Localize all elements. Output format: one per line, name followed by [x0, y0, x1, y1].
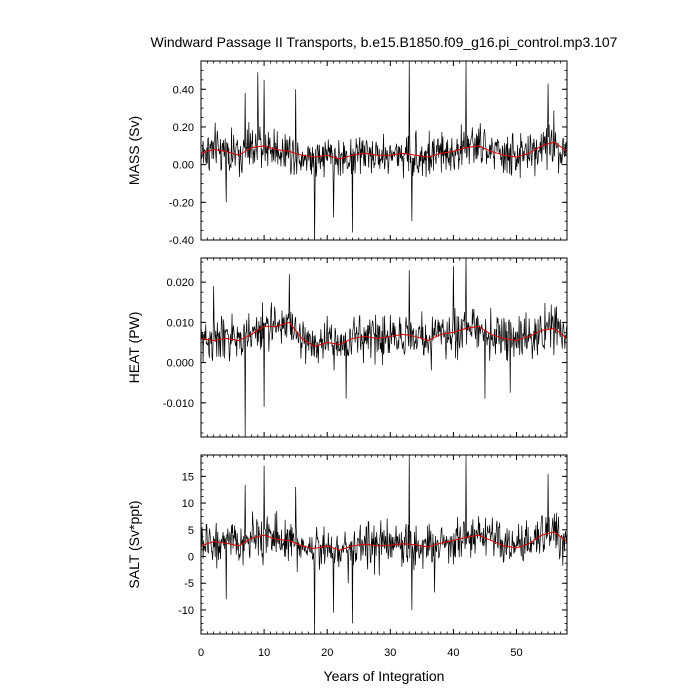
xtick-label: 10: [258, 647, 270, 659]
xtick-label: 0: [198, 647, 204, 659]
y-axis-label-salt: SALT (Sv*ppt): [126, 500, 142, 588]
ytick-label: -5: [184, 578, 194, 590]
ytick-label: 0: [188, 552, 194, 564]
y-axis-label-mass: MASS (Sv): [126, 116, 142, 185]
panels: -0.40 -0.20 0.00 0.20 0.40 MASS (Sv) -0.010 0.0…: [126, 60, 568, 659]
chart-title: Windward Passage II Transports, b.e15.B1…: [151, 34, 618, 50]
ytick-label: 15: [182, 471, 194, 483]
panel-heat: -0.010 0.000 0.010 0.020 HEAT (PW): [126, 257, 568, 438]
ytick-label: 5: [188, 525, 194, 537]
series-mass-raw: [201, 62, 567, 240]
ytick-label: -0.40: [169, 235, 194, 247]
ytick-label: -0.20: [169, 197, 194, 209]
panel-salt: -10 -5 0 5 10 15 0 10 20 30 40 50 SALT (Sv*ppt): [126, 454, 568, 659]
xtick-label: 20: [321, 647, 333, 659]
y-axis-label-heat: HEAT (PW): [126, 312, 142, 384]
ytick-label: 0.010: [166, 317, 194, 329]
ytick-label: 10: [182, 498, 194, 510]
ytick-label: 0.40: [173, 84, 194, 96]
ytick-label: 0.20: [173, 122, 194, 134]
series-salt-raw: [201, 457, 567, 634]
series-salt-smooth: [201, 531, 567, 551]
series-heat-smooth: [201, 321, 567, 348]
xtick-label: 30: [384, 647, 396, 659]
x-axis-label: Years of Integration: [324, 668, 445, 684]
ytick-label: 0.00: [173, 160, 194, 172]
series-heat-raw: [201, 258, 567, 435]
xtick-label: 50: [510, 647, 522, 659]
ytick-label: 0.020: [166, 277, 194, 289]
xtick-label: 40: [447, 647, 459, 659]
panel-mass: -0.40 -0.20 0.00 0.20 0.40 MASS (Sv): [126, 60, 568, 247]
ytick-label: 0.000: [166, 358, 194, 370]
ytick-label: -0.010: [163, 398, 194, 410]
ytick-label: -10: [178, 605, 194, 617]
series-mass-smooth: [201, 141, 567, 160]
